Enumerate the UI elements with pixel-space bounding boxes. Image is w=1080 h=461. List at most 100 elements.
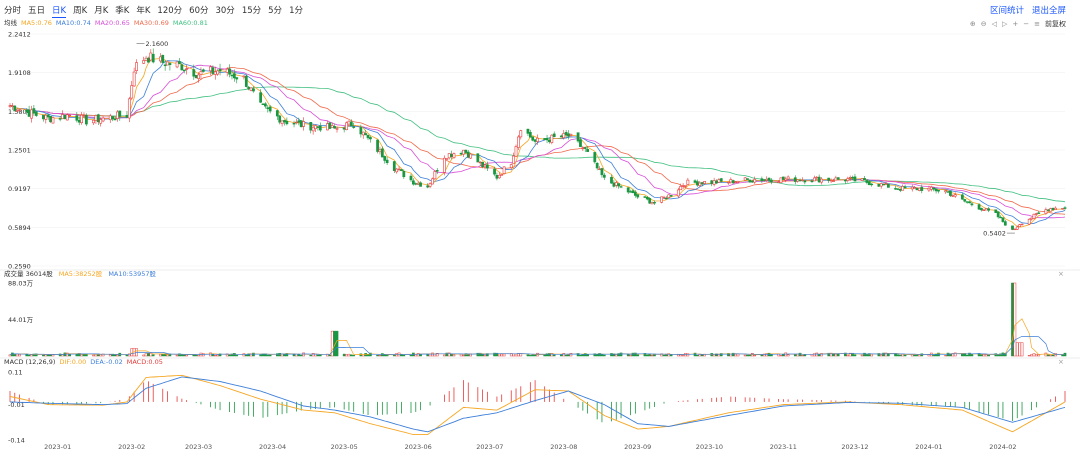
scroll-right-icon[interactable]: ▷ [1001,20,1008,28]
range-stats-button[interactable]: 区间统计 [989,6,1024,16]
tab-period[interactable]: 月K [94,6,109,16]
volume-bar [619,352,623,357]
volume-bar [669,354,673,357]
zoom-out-icon[interactable]: ⊖ [980,20,987,28]
candle-body [1037,212,1041,214]
volume-bar [1015,342,1019,357]
expand-icon[interactable]: + [1012,20,1019,28]
menu-icon[interactable]: ≡ [1034,20,1040,28]
candle-body [612,182,616,187]
candle-body [879,183,883,187]
candle-body [380,148,384,158]
tab-period[interactable]: 60分 [189,6,209,16]
volume-bar [292,354,296,357]
candle-body [999,216,1002,219]
candle-body [960,194,964,200]
volume-bar [483,354,487,357]
candle-body [96,114,100,123]
candle-body [502,166,506,174]
candle-body [600,168,604,176]
candle-body [944,190,948,193]
volume-bar [552,354,556,357]
zoom-in-icon[interactable]: ⊕ [969,20,976,28]
candle-body [903,186,907,189]
volume-bar [244,354,248,357]
y-tick-label: 2.2412 [8,31,31,39]
candle-body [194,74,198,79]
candle-body [199,71,203,75]
x-tick-label: 2024-02 [989,443,1017,451]
volume-bar [560,354,563,357]
candle-body [636,194,640,198]
candle-body [812,177,816,182]
volume-bar [634,352,637,357]
volume-bar [481,354,484,357]
candle-body [834,177,838,181]
candle-body [149,52,153,61]
macd-tick-label: -0.01 [8,401,25,409]
volume-bar [416,353,420,357]
close-volume-icon[interactable]: × [1058,270,1064,278]
candle-body [953,194,957,197]
tab-period[interactable]: 30分 [215,6,235,16]
tab-period[interactable]: 季K [115,6,130,16]
scroll-left-icon[interactable]: ◁ [991,20,997,28]
y-tick-label: 1.5804 [8,108,31,116]
tab-period[interactable]: 分时 [4,6,22,16]
tab-period[interactable]: 15分 [241,6,262,16]
candle-body [61,114,64,120]
candle-body [586,149,590,152]
volume-legend-item: 成交量 36014股 [4,270,53,278]
candle-body [693,180,697,183]
tab-period[interactable]: 年K [136,6,151,16]
tab-period[interactable]: 5分 [268,6,283,16]
candle-body [645,197,649,200]
candle-body [681,185,685,187]
volume-bar [801,355,804,357]
candle-body [385,159,389,163]
volume-bar [149,352,153,357]
candle-body [552,133,556,137]
collapse-icon[interactable]: − [1023,20,1030,28]
volume-bar [626,353,630,357]
tab-period[interactable]: 周K [73,6,88,16]
volume-bar [426,353,430,357]
volume-bar [970,353,974,357]
candle-body [201,69,205,72]
candle-body [369,137,372,140]
volume-bar [335,330,339,357]
candle-body [395,168,399,173]
candle-body [762,179,766,181]
close-macd-icon[interactable]: × [1058,358,1064,366]
candle-body [213,71,217,75]
candle-body [512,155,516,164]
extreme-label: 2.1600 [146,40,169,48]
adjust-select[interactable]: 前复权 [1045,20,1066,28]
tab-period[interactable]: 日K [52,6,67,18]
candle-body [459,152,463,155]
candle-body [500,174,504,176]
candle-body [984,208,988,211]
exit-fullscreen-button[interactable]: 退出全屏 [1031,6,1066,16]
candle-body [1011,225,1014,230]
volume-bar [803,354,807,357]
tab-period[interactable]: 五日 [28,6,46,16]
candle-body [970,203,974,206]
volume-bar [798,352,802,357]
candle-body [767,177,771,181]
candle-body [495,174,499,179]
candle-body [175,61,179,68]
tab-period[interactable]: 1分 [289,6,303,16]
ma5-line [9,58,1066,228]
tab-period[interactable]: 120分 [157,6,183,16]
candle-body [519,130,523,138]
candle-body [249,87,253,91]
candle-body [937,189,940,192]
volume-bar [266,354,270,357]
volume-bar [175,354,179,357]
volume-bar [113,354,117,357]
candle-body [536,137,539,142]
candle-body [49,115,52,123]
